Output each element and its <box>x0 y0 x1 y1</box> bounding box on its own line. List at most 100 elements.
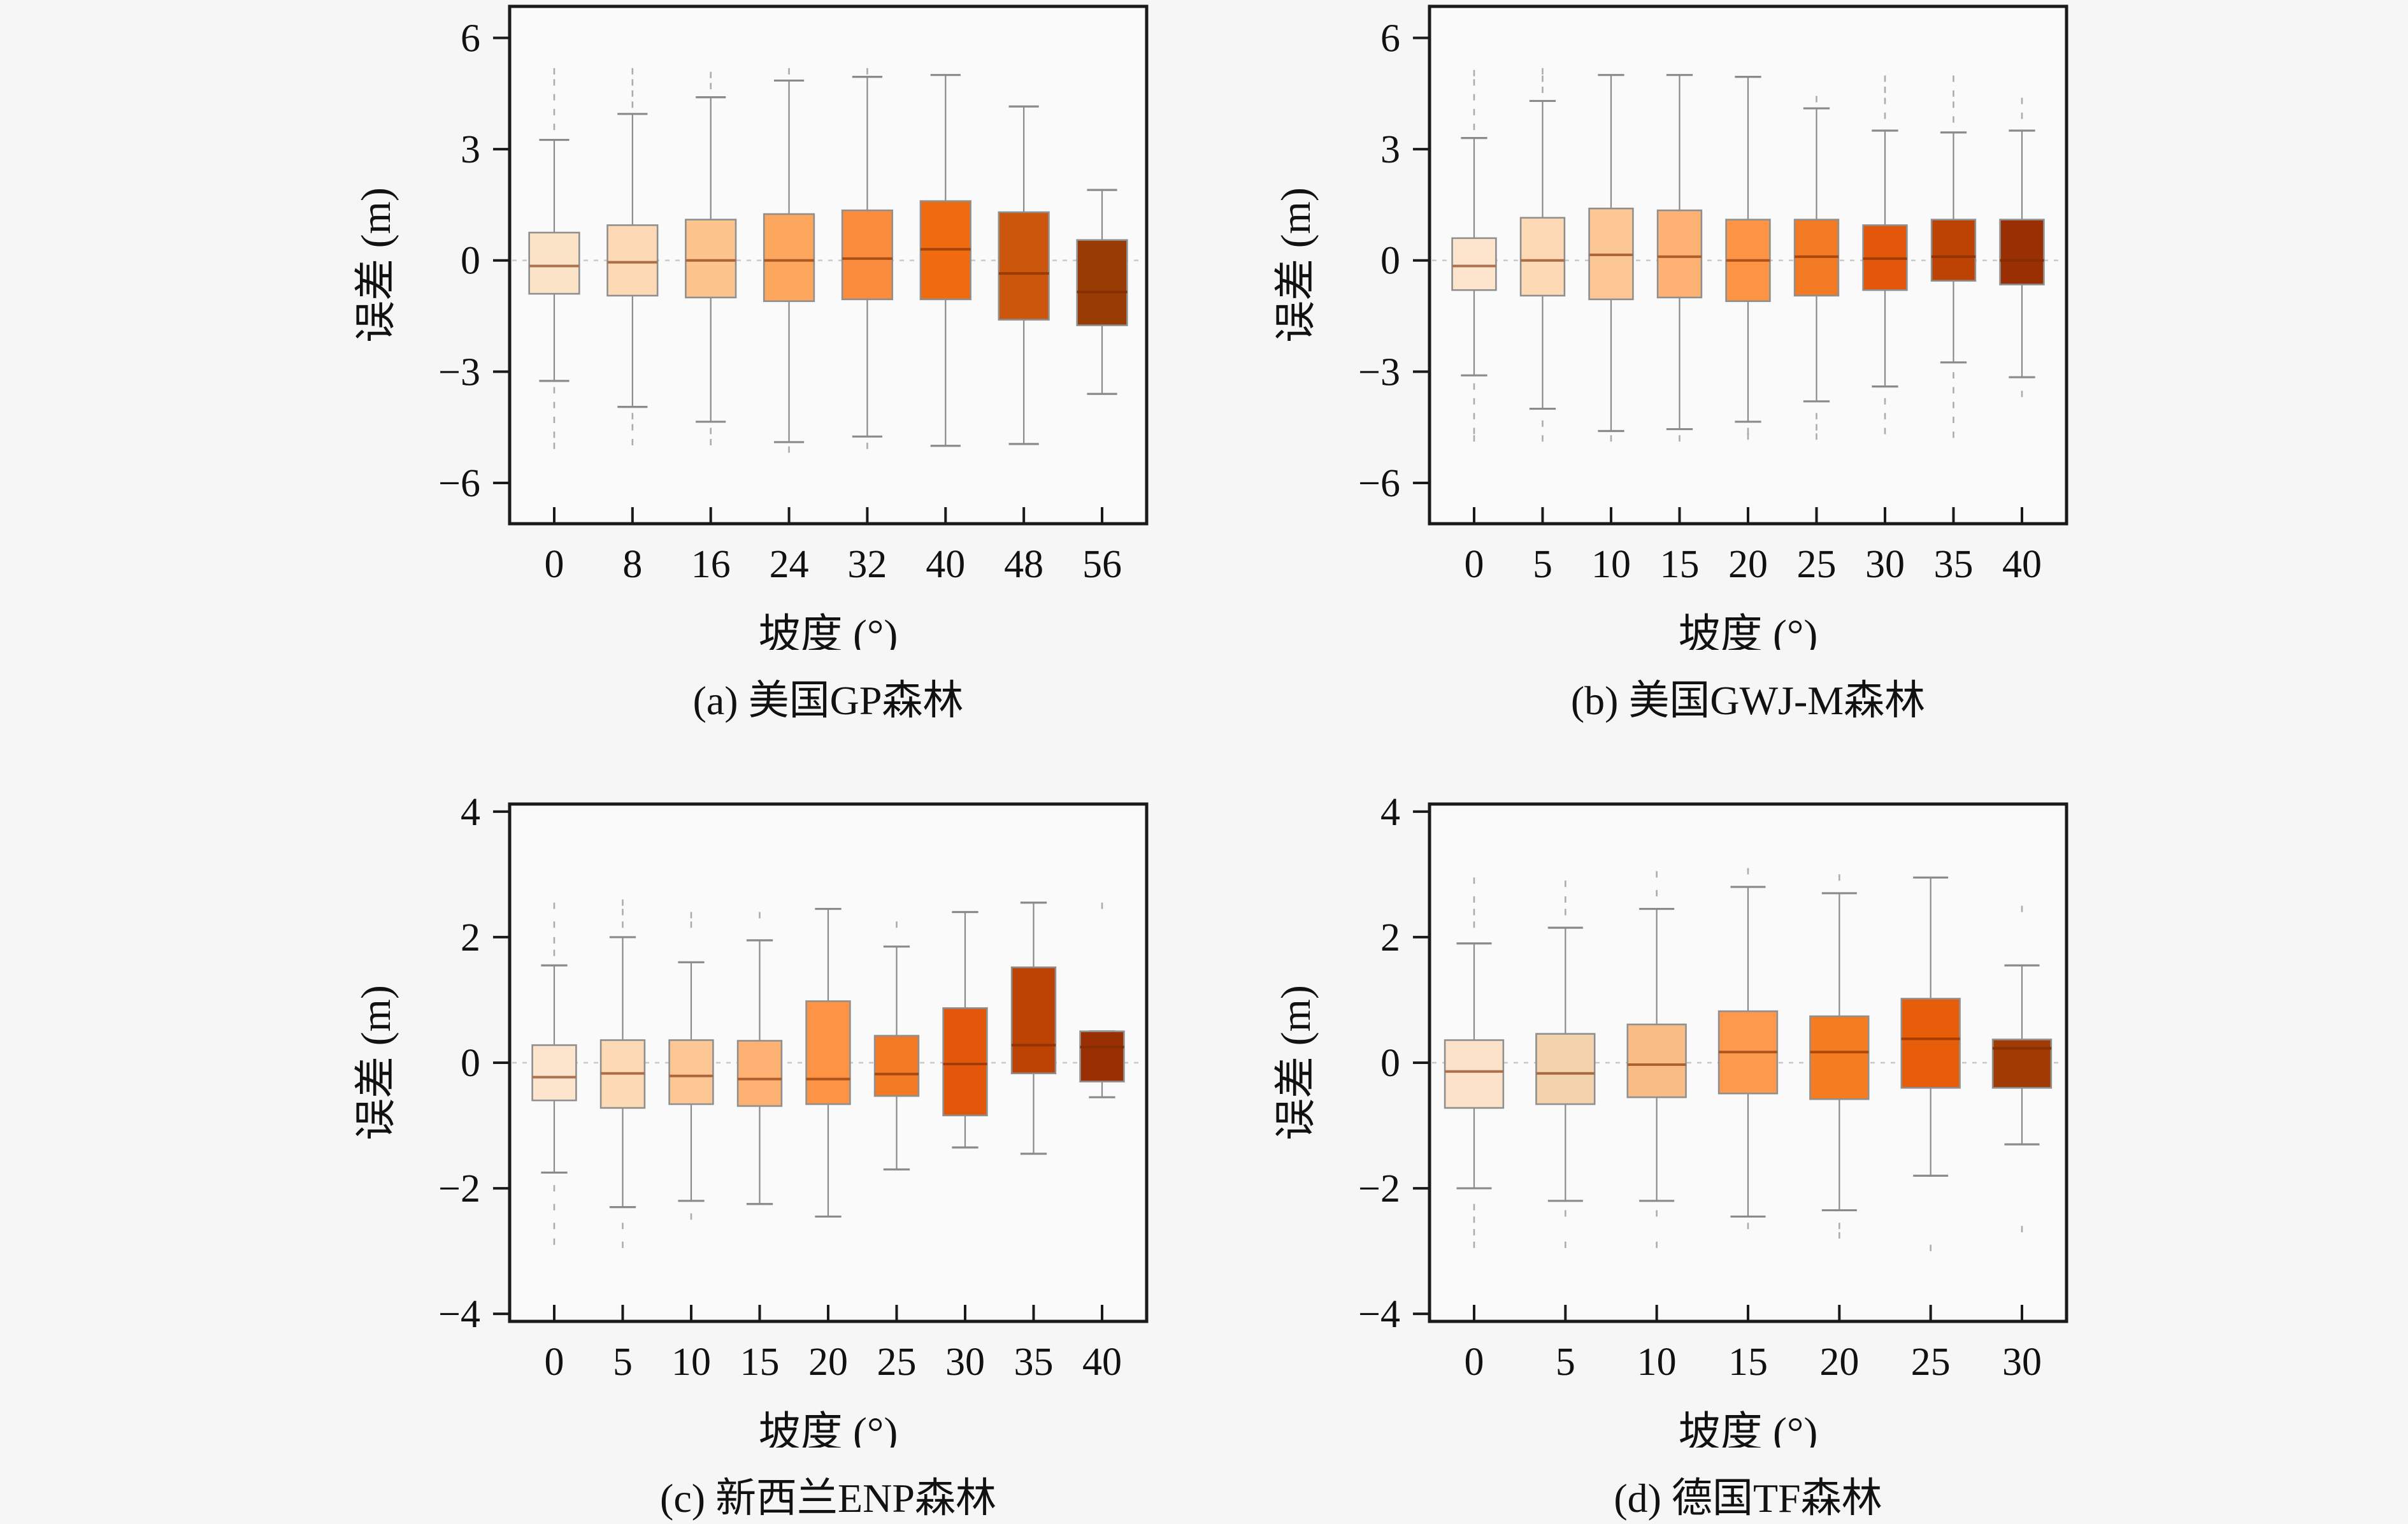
x-tick-label: 0 <box>1465 543 1484 586</box>
y-tick-label: −2 <box>438 1167 480 1211</box>
x-tick-label: 40 <box>926 543 965 586</box>
x-tick-label: 5 <box>1556 1341 1575 1384</box>
x-tick-label: 32 <box>847 543 887 586</box>
y-tick-label: 0 <box>461 240 480 283</box>
y-axis-label: 误差 (m) <box>353 985 399 1140</box>
x-tick-label: 5 <box>613 1341 633 1384</box>
box <box>531 1044 577 1102</box>
box <box>1626 1023 1687 1098</box>
panel-d-caption: (d) 德国TF森林 <box>1614 1476 1882 1521</box>
box <box>606 224 659 297</box>
x-tick-label: 35 <box>1934 543 1974 586</box>
y-tick-label: −4 <box>438 1293 480 1336</box>
y-tick-label: −2 <box>1358 1167 1400 1211</box>
box <box>998 211 1050 321</box>
box <box>1809 1015 1870 1100</box>
x-axis-label: 坡度 (°) <box>759 1409 898 1448</box>
y-axis-label: 误差 (m) <box>1273 985 1319 1140</box>
y-tick-label: 0 <box>1380 1042 1400 1085</box>
y-axis-label: 误差 (m) <box>1273 187 1319 343</box>
box <box>1079 1030 1125 1082</box>
box <box>1519 217 1566 297</box>
panel-a: 6 3 0 −3 −6 0 8 16 24 32 40 48 56 坡度 (°) 误差 (m) (a) 美国… <box>331 0 1159 725</box>
y-tick-label: 0 <box>1380 240 1400 283</box>
y-tick-label: −4 <box>1358 1293 1400 1336</box>
y-tick-label: −3 <box>1358 350 1400 394</box>
x-tick-label: 35 <box>1014 1341 1054 1384</box>
y-tick-label: −3 <box>438 350 480 394</box>
x-axis-label: 坡度 (°) <box>1679 1409 1818 1448</box>
box <box>528 231 580 295</box>
x-tick-label: 25 <box>877 1341 917 1384</box>
x-tick-label: 0 <box>545 543 564 586</box>
x-tick-label: 10 <box>1637 1341 1677 1384</box>
x-tick-label: 20 <box>808 1341 848 1384</box>
x-tick-label: 56 <box>1082 543 1122 586</box>
x-axis-label: 坡度 (°) <box>759 612 898 650</box>
x-tick-label: 20 <box>1728 543 1768 586</box>
panel-c-caption: (c) 新西兰ENP森林 <box>660 1476 996 1521</box>
x-tick-label: 10 <box>671 1341 711 1384</box>
x-tick-label: 24 <box>770 543 809 586</box>
box <box>1076 239 1128 326</box>
x-tick-label: 40 <box>2002 543 2042 586</box>
x-tick-label: 25 <box>1911 1341 1951 1384</box>
box <box>1451 237 1497 291</box>
y-tick-label: 2 <box>1380 916 1400 960</box>
y-tick-label: 6 <box>461 17 480 60</box>
plot-area <box>510 6 1147 524</box>
box <box>1535 1033 1596 1105</box>
y-tick-label: 4 <box>1380 798 1400 834</box>
x-tick-label: 5 <box>1533 543 1552 586</box>
box <box>1010 966 1057 1075</box>
y-tick-label: 2 <box>461 916 480 960</box>
x-tick-label: 48 <box>1004 543 1043 586</box>
y-tick-label: −6 <box>438 462 480 505</box>
x-tick-label: 15 <box>740 1341 780 1384</box>
box <box>1444 1039 1505 1109</box>
box <box>763 213 815 303</box>
panel-b-caption: (b) 美国GWJ-M森林 <box>1570 678 1926 723</box>
box <box>1999 219 2045 285</box>
box <box>668 1039 714 1105</box>
y-tick-label: 4 <box>461 798 480 834</box>
panel-d: 4 2 0 −2 −4 0 5 10 15 20 25 30 坡度 (°) 误差 (m) (d) 德国TF… <box>1251 798 2079 1523</box>
x-tick-label: 30 <box>2002 1341 2042 1384</box>
y-axis-label: 误差 (m) <box>353 187 399 343</box>
x-tick-label: 0 <box>545 1341 564 1384</box>
box <box>805 1000 851 1105</box>
box <box>942 1007 988 1117</box>
box <box>1991 1039 2053 1089</box>
x-tick-label: 25 <box>1797 543 1837 586</box>
x-tick-label: 16 <box>691 543 731 586</box>
box <box>685 219 737 299</box>
box <box>1656 209 1703 299</box>
boxplot-chart-a: 6 3 0 −3 −6 0 8 16 24 32 40 48 56 坡度 (°) 误差 (m) <box>353 4 1149 650</box>
y-tick-label: 0 <box>461 1042 480 1085</box>
panel-c: 4 2 0 −2 −4 0 5 10 15 20 25 30 35 40 坡度 (°) 误差 (m) (c) … <box>331 798 1159 1523</box>
box <box>841 209 894 301</box>
x-axis-label: 坡度 (°) <box>1679 612 1818 650</box>
axes-spines <box>508 4 1149 526</box>
x-tick-label: 40 <box>1082 1341 1122 1384</box>
box <box>736 1040 783 1107</box>
x-tick-label: 0 <box>1465 1341 1484 1384</box>
x-tick-label: 8 <box>622 543 642 586</box>
box <box>1900 998 1961 1089</box>
x-tick-label: 30 <box>945 1341 985 1384</box>
panel-b: 6 3 0 −3 −6 0 5 10 15 20 25 30 35 40 坡度 (°) 误差 (m) (b) … <box>1251 0 2079 725</box>
x-tick-label: 10 <box>1591 543 1631 586</box>
x-tick-label: 30 <box>1865 543 1905 586</box>
y-tick-label: −6 <box>1358 462 1400 505</box>
y-tick-label: 6 <box>1380 17 1400 60</box>
axes-spines <box>1428 4 2068 526</box>
x-tick-label: 15 <box>1728 1341 1768 1384</box>
x-tick-label: 15 <box>1660 543 1700 586</box>
y-tick-label: 3 <box>1380 128 1400 171</box>
box <box>873 1035 920 1097</box>
panel-a-caption: (a) 美国GP森林 <box>692 678 964 723</box>
